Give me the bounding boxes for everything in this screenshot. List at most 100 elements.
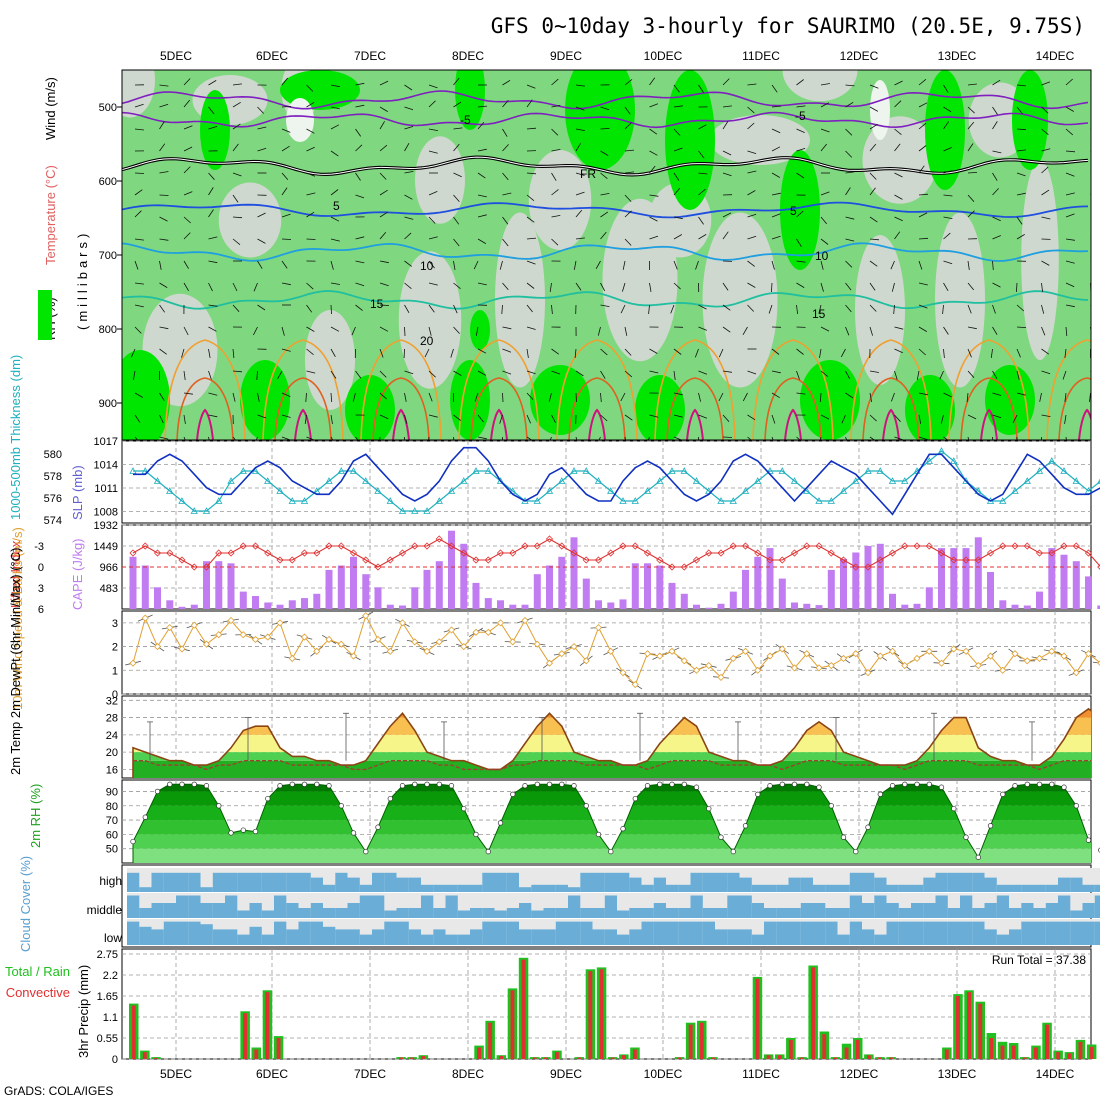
rh-point [730, 848, 736, 855]
wind-barb [428, 304, 435, 313]
wind-barb [796, 210, 804, 218]
wind-barb [649, 414, 659, 418]
cloud-cell [874, 895, 887, 918]
wind-barb [355, 144, 363, 152]
wind-barb [820, 216, 828, 225]
cloud-cell [384, 910, 397, 918]
wind-barb [526, 260, 536, 265]
wind-barb [600, 150, 609, 156]
cloud-cell [813, 903, 826, 918]
wind-barb [502, 172, 509, 181]
cloud-cell [996, 884, 1010, 892]
cloud-cell [163, 872, 177, 892]
wind-barb [159, 216, 168, 222]
li-point [1035, 549, 1044, 557]
wind-barb [404, 326, 406, 337]
wind-barb [943, 326, 949, 335]
wind-speed-point [460, 643, 468, 651]
wind-barb [477, 105, 488, 108]
li-point [558, 542, 566, 550]
wind-barb [575, 209, 583, 218]
wind-barb [894, 216, 903, 222]
cloud-cell [384, 872, 397, 892]
li-point [349, 549, 358, 557]
cloud-cell [666, 908, 679, 918]
rh-point [1012, 783, 1018, 789]
precip-convective-bar [131, 1005, 136, 1059]
wind-barb [379, 172, 387, 180]
wind-barb [1041, 148, 1051, 152]
li-point [656, 556, 664, 564]
wind-barb [208, 304, 218, 307]
rh-dry-patch [528, 150, 592, 250]
wind-barb [159, 121, 165, 130]
cloud-cell [825, 921, 838, 945]
wind-barb [477, 348, 487, 354]
cloud-cell [653, 921, 667, 945]
wind-barb [869, 187, 876, 196]
cloud-cell [310, 877, 324, 892]
contour-15c [122, 290, 1089, 310]
wind-barb [183, 392, 193, 395]
rh-dry-patch [305, 310, 355, 410]
li-point [594, 556, 603, 564]
wind-barb [549, 436, 552, 440]
cloud-cell [1021, 921, 1034, 945]
rh-point [485, 848, 491, 855]
rh-point [1036, 781, 1043, 787]
wind-barb [183, 260, 189, 269]
wind-barb [257, 147, 267, 152]
cloud-cell [359, 884, 373, 892]
cape-bar [913, 603, 921, 609]
wind-barb [473, 260, 479, 270]
thickness-point [790, 477, 799, 484]
li-point [999, 542, 1007, 550]
wind-barb [992, 235, 1001, 240]
wind-barb [990, 348, 993, 358]
cloud-cell [898, 921, 912, 945]
cloud-cell [690, 921, 703, 945]
precip-convective-bar [889, 1057, 894, 1059]
thickness-point [901, 477, 909, 484]
wind-barb [624, 436, 626, 440]
wind-barb [992, 188, 999, 196]
wind-barb [134, 128, 144, 131]
wind-barb [943, 260, 953, 265]
wind-barb [208, 187, 214, 196]
cloud-cell [739, 877, 752, 892]
li-point [582, 556, 590, 564]
wind-barb [698, 414, 708, 419]
wind-barb [694, 348, 699, 358]
cloud-cell [923, 921, 936, 945]
wind-barb [255, 436, 258, 440]
date-label-top: 5DEC [160, 49, 192, 63]
wind-barb [428, 128, 438, 131]
rh-point [216, 803, 222, 809]
cloud-cell [543, 884, 556, 892]
cloud-cell [470, 929, 483, 945]
li-tick-label: 6 [38, 604, 44, 616]
wind-barb [943, 106, 952, 113]
wind-speed-point [986, 652, 995, 660]
temp-tick-label: 24 [106, 730, 118, 742]
thickness-point [288, 497, 296, 504]
cloud-cell [825, 908, 838, 918]
wind-barb [845, 101, 854, 108]
wind-barb [1041, 282, 1043, 292]
thickness-point [1023, 477, 1031, 484]
li-point [815, 542, 823, 550]
cape-bar [558, 556, 566, 609]
wind-barb [1064, 348, 1067, 358]
wind-label: Wind (m/s) [43, 77, 58, 140]
cape-bar [827, 569, 835, 609]
wind-barb [722, 326, 731, 333]
wind-barb [183, 166, 191, 174]
cape-bar [840, 559, 847, 609]
wind-barb [967, 326, 977, 330]
top-date-labels: 5DEC 6DEC 7DEC 8DEC 9DEC 10DEC 11DEC 12DEC 13DEC… [160, 49, 1075, 63]
contour-25c [960, 377, 1018, 440]
wind-barb [281, 213, 291, 218]
wind-barb [673, 392, 683, 396]
wind-barb [477, 194, 487, 198]
